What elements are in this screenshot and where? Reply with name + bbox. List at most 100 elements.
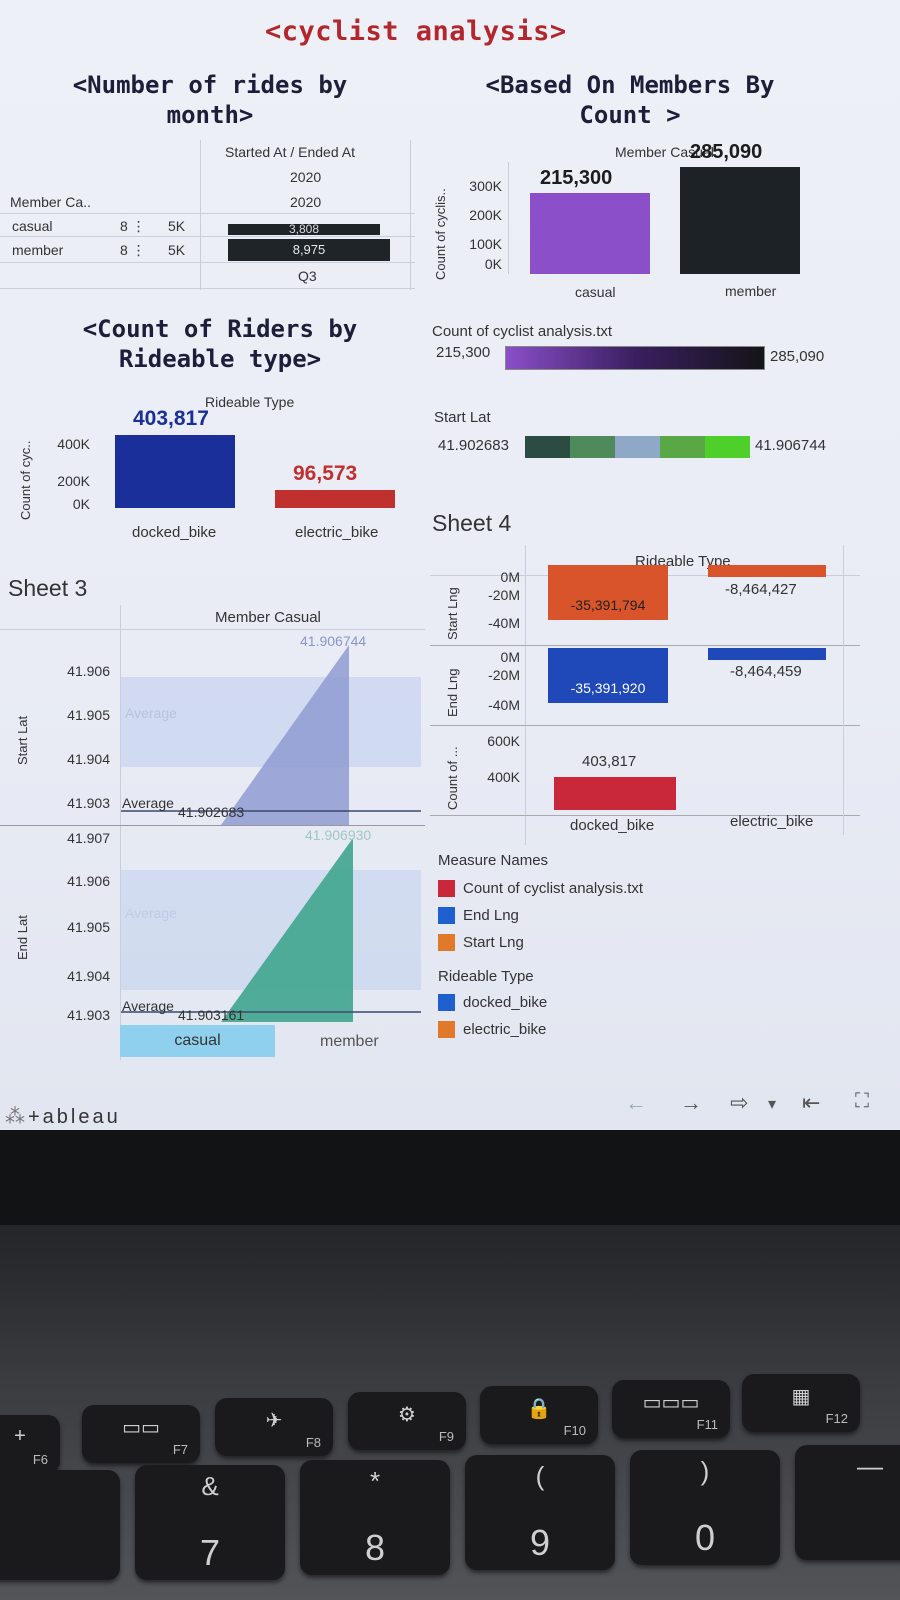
fullscreen-icon[interactable]: ⛶ bbox=[855, 1090, 869, 1112]
y-tick: 200K bbox=[469, 207, 502, 223]
row-label-casual: casual bbox=[12, 218, 53, 234]
y-tick: 41.903 bbox=[67, 1007, 110, 1023]
rideable-label-docked_bike: 403,817 bbox=[133, 407, 209, 430]
measure-names-legend: Measure Names Count of cyclist analysis.… bbox=[438, 852, 738, 1043]
start-lat-legend-title: Start Lat bbox=[434, 409, 491, 426]
average-label: Average bbox=[125, 905, 177, 921]
rideable-bar-docked_bike[interactable] bbox=[115, 435, 235, 508]
share-icon[interactable]: ⇨ bbox=[730, 1090, 749, 1115]
start-lat-min: 41.902683 bbox=[438, 437, 509, 454]
back-icon[interactable]: ← bbox=[625, 1090, 647, 1115]
member-rides-bar[interactable]: 8,975 bbox=[228, 239, 390, 261]
rideable-bar-electric_bike[interactable] bbox=[275, 490, 395, 508]
y-axis-label: End Lat bbox=[15, 915, 30, 960]
x-tick-casual: casual bbox=[575, 284, 616, 300]
lat-ramp-step bbox=[570, 436, 615, 458]
y-axis-label: Count of cyclis.. bbox=[433, 188, 448, 280]
members-bars: 215,300 285,090 bbox=[510, 140, 850, 274]
average-label: Average bbox=[122, 998, 174, 1014]
rides-by-month-title: <Number of rides by month> bbox=[72, 71, 348, 129]
lat-ramp-step bbox=[615, 436, 660, 458]
start-lat-max: 41.906744 bbox=[755, 437, 826, 454]
count-color-ramp[interactable] bbox=[505, 346, 765, 370]
mini-axis-icon: 8 ⋮ bbox=[120, 218, 146, 234]
sheet3-chart[interactable]: Member Casual Start Lat 41.906 41.905 41… bbox=[0, 605, 425, 1085]
forward-icon[interactable]: → bbox=[680, 1090, 702, 1115]
tableau-logo-icon: ⁂ bbox=[5, 1106, 28, 1128]
count-legend-title: Count of cyclist analysis.txt bbox=[432, 323, 613, 340]
x-tick-casual[interactable]: casual bbox=[120, 1025, 275, 1057]
casual-rides-bar[interactable]: 3,808 bbox=[228, 224, 380, 235]
key-6[interactable] bbox=[0, 1470, 120, 1580]
end-lng-docked-bar[interactable]: -35,391,920 bbox=[548, 648, 668, 703]
lat-ramp-step bbox=[660, 436, 705, 458]
rideable-type-bars: 403,817 96,573 bbox=[105, 390, 415, 515]
col-header: Started At / Ended At bbox=[225, 144, 355, 160]
count-docked-bar[interactable] bbox=[554, 777, 676, 810]
y-tick: 0K bbox=[72, 496, 90, 512]
y-tick: 0K bbox=[484, 256, 502, 272]
f10-key[interactable]: 🔒 F10 bbox=[480, 1386, 598, 1444]
y-tick: 200K bbox=[57, 473, 90, 489]
riders-by-type-chart[interactable]: Rideable Type Count of cyc.. 400K 200K 0… bbox=[0, 390, 420, 550]
legend-item[interactable]: electric_bike bbox=[438, 1016, 738, 1043]
chevron-down-icon[interactable]: ▾ bbox=[768, 1096, 777, 1113]
f11-key[interactable]: ▭▭▭ F11 bbox=[612, 1380, 730, 1438]
row-label-member: member bbox=[12, 242, 64, 258]
chart-header: Member Casual bbox=[215, 609, 321, 626]
sheet3-title: Sheet 3 bbox=[8, 575, 88, 601]
sheet4-chart[interactable]: Rideable Type Start Lng 0M -20M -40M -35… bbox=[430, 545, 860, 855]
mini-axis-icon: 8 ⋮ bbox=[120, 242, 146, 258]
lat-ramp-step bbox=[525, 436, 570, 458]
x-tick-docked: docked_bike bbox=[570, 817, 655, 834]
y-axis-label: Count of cyc.. bbox=[18, 440, 33, 520]
f6-key[interactable]: + F6 bbox=[0, 1415, 60, 1473]
quarter-label: Q3 bbox=[298, 268, 317, 284]
y-tick: 41.906 bbox=[67, 873, 110, 889]
start-lng-electric-bar[interactable] bbox=[708, 565, 826, 577]
average-value: 41.903161 bbox=[178, 1007, 245, 1023]
average-band bbox=[121, 677, 421, 767]
key-7[interactable]: & 7 bbox=[135, 1465, 285, 1580]
legend-item[interactable]: Start Lng bbox=[438, 929, 738, 956]
key-minus[interactable]: — bbox=[795, 1445, 900, 1560]
f7-key[interactable]: ▭▭ F7 bbox=[82, 1405, 200, 1463]
count-docked-value: 403,817 bbox=[582, 753, 637, 770]
peak-label: 41.906930 bbox=[305, 827, 372, 843]
f9-key[interactable]: ⚙ F9 bbox=[348, 1392, 466, 1450]
y-tick: 41.905 bbox=[67, 707, 110, 723]
f8-key[interactable]: ✈ F8 bbox=[215, 1398, 333, 1456]
start-lat-color-ramp[interactable] bbox=[525, 436, 750, 458]
f12-key[interactable]: ▦ F12 bbox=[742, 1374, 860, 1432]
row-header: Member Ca.. bbox=[10, 194, 91, 210]
first-page-icon[interactable]: ⇤ bbox=[802, 1090, 821, 1115]
end-lng-electric-value: -8,464,459 bbox=[730, 663, 802, 680]
end-lng-electric-bar[interactable] bbox=[708, 648, 826, 660]
member-count-bar-member[interactable] bbox=[680, 167, 800, 274]
legend-item[interactable]: docked_bike bbox=[438, 989, 738, 1016]
start-lng-docked-bar[interactable]: -35,391,794 bbox=[548, 565, 668, 620]
member-count-label-member: 285,090 bbox=[690, 141, 763, 163]
laptop-keyboard: + F6 ▭▭ F7 ✈ F8 ⚙ F9 🔒 F10 ▭▭▭ F11 ▦ F12 & 7 * 8 … bbox=[0, 1130, 900, 1600]
x-tick-member: member bbox=[725, 283, 777, 299]
tableau-logo[interactable]: ⁂+ableau bbox=[5, 1106, 121, 1128]
end-lat-area bbox=[121, 838, 421, 1022]
rideable-label-electric_bike: 96,573 bbox=[293, 462, 358, 485]
x-tick-electric: electric_bike bbox=[295, 524, 379, 541]
x-tick-member[interactable]: member bbox=[320, 1033, 379, 1050]
member-count-label-casual: 215,300 bbox=[540, 167, 613, 189]
key-8[interactable]: * 8 bbox=[300, 1460, 450, 1575]
start-lng-electric-value: -8,464,427 bbox=[725, 581, 797, 598]
member-count-bar-casual[interactable] bbox=[530, 193, 650, 274]
rides-by-month-table[interactable]: Started At / Ended At 2020 2020 Member C… bbox=[0, 140, 420, 295]
legend-item[interactable]: Count of cyclist analysis.txt bbox=[438, 875, 738, 902]
y-tick: 41.906 bbox=[67, 663, 110, 679]
key-9[interactable]: (9 bbox=[465, 1455, 615, 1570]
laptop-bezel bbox=[0, 1130, 900, 1225]
year-label: 2020 bbox=[290, 169, 322, 185]
members-by-count-chart[interactable]: Member Casual Count of cyclis.. 300K 200… bbox=[430, 140, 850, 310]
members-by-count-title: <Based On Members By Count > bbox=[485, 71, 775, 129]
row-label: End Lng bbox=[445, 668, 460, 717]
legend-item[interactable]: End Lng bbox=[438, 902, 738, 929]
key-0[interactable]: ) 0 bbox=[630, 1450, 780, 1565]
